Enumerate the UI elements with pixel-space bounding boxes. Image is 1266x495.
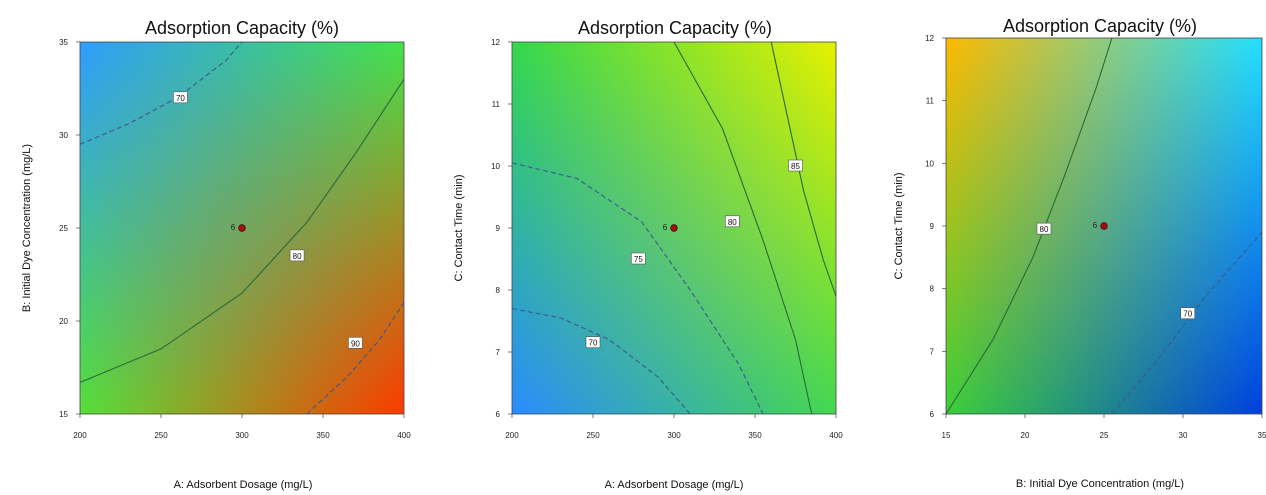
y-tick-label: 6 xyxy=(496,410,501,419)
y-tick-label: 12 xyxy=(491,38,500,47)
x-tick-label: 350 xyxy=(316,431,330,440)
design-point xyxy=(1100,222,1108,230)
x-ticks: 200 250 300 350 400 xyxy=(73,414,411,440)
contour-lines: 70 80 90 xyxy=(79,41,405,415)
contour-label-70: 70 xyxy=(176,94,185,103)
contour-line-90 xyxy=(306,302,405,415)
contour-chart-2: Adsorption Capacity (%) 70 75 80 85 6 200 25… xyxy=(453,18,843,491)
contour-label-90: 90 xyxy=(351,339,360,348)
contour-lines: 80 70 xyxy=(945,37,1263,415)
y-tick-label: 9 xyxy=(496,224,501,233)
contour-label-70: 70 xyxy=(589,339,598,348)
x-axis-label: A: Adsorbent Dosage (mg/L) xyxy=(605,479,744,491)
y-ticks: 6 7 8 9 10 11 12 xyxy=(491,38,512,419)
x-tick-label: 250 xyxy=(586,431,600,440)
x-axis-label: B: Initial Dye Concentration (mg/L) xyxy=(1016,478,1184,490)
contour-label-85: 85 xyxy=(791,162,800,171)
y-tick-label: 7 xyxy=(930,347,935,356)
x-tick-label: 200 xyxy=(505,431,519,440)
x-tick-label: 400 xyxy=(397,431,411,440)
contour-label-box-85 xyxy=(788,159,803,172)
x-ticks: 200 250 300 350 400 xyxy=(505,414,843,440)
contour-line-80 xyxy=(945,37,1113,415)
contour-label-80: 80 xyxy=(728,218,737,227)
x-tick-label: 250 xyxy=(154,431,168,440)
y-axis-label: B: Initial Dye Concentration (mg/L) xyxy=(21,144,33,312)
chart-title: Adsorption Capacity (%) xyxy=(578,18,772,38)
contour-line-80 xyxy=(79,78,405,383)
contour-label-box-70 xyxy=(1180,307,1196,320)
contour-label-box-75 xyxy=(631,252,646,265)
chart-title: Adsorption Capacity (%) xyxy=(1003,16,1197,36)
design-point-label: 6 xyxy=(663,223,668,232)
y-tick-label: 20 xyxy=(59,317,68,326)
contour-label-box-70 xyxy=(173,91,188,104)
design-point-label: 6 xyxy=(231,223,236,232)
y-tick-label: 7 xyxy=(496,348,501,357)
design-point-label: 6 xyxy=(1093,221,1098,230)
contour-label-box-80 xyxy=(725,215,740,228)
contour-line-80 xyxy=(673,41,813,415)
design-point-group: 6 xyxy=(663,223,678,232)
contour-line-85 xyxy=(770,41,837,297)
y-axis-label: C: Contact Time (min) xyxy=(453,175,465,282)
y-tick-label: 15 xyxy=(59,410,68,419)
x-tick-label: 300 xyxy=(235,431,249,440)
x-tick-label: 35 xyxy=(1258,431,1266,440)
y-tick-label: 10 xyxy=(491,162,500,171)
x-tick-label: 300 xyxy=(667,431,681,440)
x-tick-label: 20 xyxy=(1021,431,1030,440)
y-tick-label: 25 xyxy=(59,224,68,233)
contour-label-75: 75 xyxy=(634,255,643,264)
y-tick-label: 12 xyxy=(925,34,934,43)
design-point-group: 6 xyxy=(231,223,246,232)
x-axis-label: A: Adsorbent Dosage (mg/L) xyxy=(174,479,313,491)
contour-label-80: 80 xyxy=(1040,225,1049,234)
x-tick-label: 200 xyxy=(73,431,87,440)
contour-label-box-80 xyxy=(1036,222,1052,235)
contour-chart-1: Adsorption Capacity (%) 70 80 90 6 200 250 3… xyxy=(21,18,411,491)
y-tick-label: 11 xyxy=(492,100,501,109)
y-tick-label: 9 xyxy=(930,222,935,231)
contour-label-box-70 xyxy=(585,336,601,349)
y-tick-label: 10 xyxy=(925,159,934,168)
y-ticks: 15 20 25 30 35 xyxy=(59,38,80,419)
design-point xyxy=(238,224,246,232)
contour-line-70 xyxy=(1111,231,1263,415)
contour-line-70 xyxy=(511,308,691,415)
y-axis-label: C: Contact Time (min) xyxy=(893,173,905,280)
y-tick-label: 8 xyxy=(930,285,935,294)
y-tick-label: 11 xyxy=(926,97,935,106)
x-tick-label: 25 xyxy=(1100,431,1109,440)
x-ticks: 15 20 25 30 35 xyxy=(942,414,1266,440)
chart-title: Adsorption Capacity (%) xyxy=(145,18,339,38)
design-point xyxy=(670,224,678,232)
contour-line-75 xyxy=(511,162,764,415)
contour-label-box-80 xyxy=(289,249,305,262)
contour-label-box-90 xyxy=(348,337,363,349)
y-tick-label: 35 xyxy=(59,38,68,47)
y-ticks: 6 7 8 9 10 11 12 xyxy=(925,34,946,419)
x-tick-label: 350 xyxy=(748,431,762,440)
contour-label-80: 80 xyxy=(293,252,302,261)
y-tick-label: 30 xyxy=(59,131,68,140)
x-tick-label: 15 xyxy=(942,431,951,440)
contour-lines: 70 75 80 85 xyxy=(511,41,837,415)
x-tick-label: 30 xyxy=(1179,431,1188,440)
x-tick-label: 400 xyxy=(829,431,843,440)
y-tick-label: 6 xyxy=(930,410,935,419)
contour-label-70: 70 xyxy=(1183,310,1192,319)
contour-chart-3: Adsorption Capacity (%) 80 70 6 15 20 25 30 3… xyxy=(893,16,1266,490)
y-tick-label: 8 xyxy=(496,286,501,295)
design-point-group: 6 xyxy=(1093,221,1108,230)
